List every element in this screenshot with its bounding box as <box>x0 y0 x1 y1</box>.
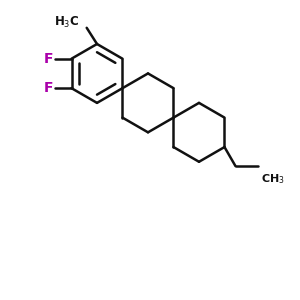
Text: F: F <box>44 52 53 66</box>
Text: F: F <box>44 81 53 95</box>
Text: CH$_3$: CH$_3$ <box>261 173 285 187</box>
Text: H$_3$C: H$_3$C <box>54 15 79 30</box>
